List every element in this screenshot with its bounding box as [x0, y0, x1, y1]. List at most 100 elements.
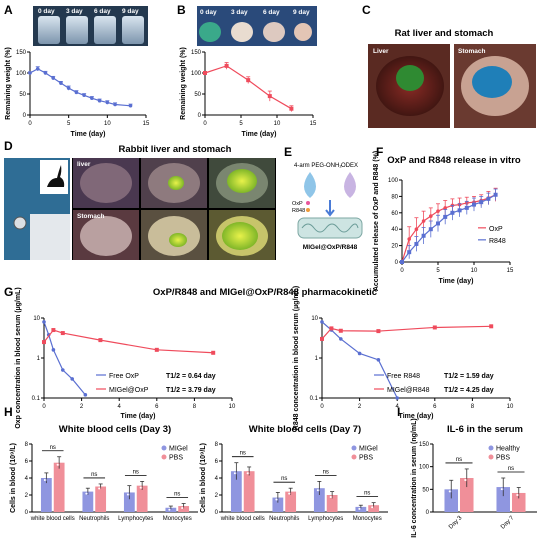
chart-title: IL-6 in the serum [447, 424, 523, 435]
rabbit-liver-label: liver [77, 161, 91, 168]
replicate-point [97, 486, 101, 491]
category-label: Monocytes [353, 516, 382, 522]
data-point [450, 210, 455, 215]
panel-h: H White blood cells (Day 3) 0 2 4 6 8 Cells in… [4, 405, 388, 522]
bar [123, 492, 135, 512]
replicate-point [84, 492, 88, 496]
y-axis-label: Cells in blood (10⁹/L) [200, 443, 207, 513]
chart-f: OxP and R848 release in vitro 0 20 40 60 80 10… [373, 151, 521, 291]
chart-g-oxp: 0.1 1 10 0 2 4 6 8 10 Time (day) Oxp concentration… [15, 287, 236, 428]
half-life-label: T1/2 = 3.79 day [166, 387, 216, 394]
surgery-glove [30, 214, 70, 260]
data-point [42, 320, 46, 324]
data-point [113, 102, 117, 107]
bar [40, 478, 52, 512]
y-tick-label: 2 [215, 493, 219, 499]
y-tick-label: 50 [19, 92, 26, 98]
rat-stomach-gel [472, 66, 512, 98]
replicate-point [316, 488, 320, 492]
panel-c: C Rat liver and stomach Liver Stomach [362, 3, 536, 128]
data-point [51, 348, 56, 352]
data-point [443, 206, 448, 210]
series-line [321, 325, 492, 340]
bar [82, 491, 94, 512]
r848-dot-icon [306, 208, 310, 212]
x-tick-label: 15 [143, 121, 150, 127]
x-tick-label: 6 [155, 404, 159, 410]
rabbit-endoscopy-photos: liver Stomach [72, 158, 276, 260]
rabbit-icon [47, 165, 65, 187]
bar [95, 486, 107, 512]
x-tick-label: 4 [396, 404, 400, 410]
significance-label: ns [91, 472, 97, 478]
data-point [376, 358, 381, 362]
data-point [320, 336, 324, 341]
data-point [70, 377, 74, 381]
data-point [61, 368, 65, 372]
legend-label: MIGel@OxP [109, 387, 149, 394]
y-tick-label: 2 [25, 493, 29, 499]
legend-label: MIGel [359, 446, 378, 453]
replicate-point [370, 505, 374, 509]
rat-stomach-photo: Stomach [454, 44, 536, 128]
panel-label-c: C [362, 3, 371, 17]
data-point [154, 347, 159, 352]
y-tick-label: 100 [388, 178, 399, 184]
bar [230, 471, 242, 512]
replicate-point [287, 492, 291, 496]
panel-label-e: E [284, 145, 292, 159]
data-point [329, 326, 334, 331]
data-point [400, 260, 404, 264]
x-axis-label: Time (day) [242, 131, 277, 138]
legend-swatch [161, 454, 167, 460]
x-axis-label: Time (day) [71, 131, 106, 138]
x-tick-label: 10 [471, 268, 478, 274]
legend-label: PBS [359, 455, 373, 462]
panel-b: B 0 day 3 day 6 day 9 day 0 50 100 150 0 5 10 1… [177, 3, 317, 138]
y-tick-label: 150 [16, 50, 27, 56]
data-point [464, 205, 469, 210]
y-tick-label: 4 [215, 476, 219, 482]
y-tick-label: 100 [419, 465, 430, 471]
reagent-odex: ODEX [341, 163, 358, 169]
data-point [203, 71, 207, 75]
vial-day6 [94, 16, 116, 44]
significance-label: ns [364, 491, 370, 497]
data-point [357, 351, 362, 356]
data-point [128, 103, 133, 108]
hydrogel-day9 [294, 23, 312, 41]
bar [368, 505, 380, 512]
y-axis-label: R848 concentration in blood serum (µg/mL… [293, 286, 300, 430]
series-line [204, 65, 292, 110]
stomach-frame-1-tissue [80, 216, 132, 256]
y-tick-label: 8 [25, 442, 29, 448]
bar [272, 497, 284, 512]
data-point [414, 241, 419, 246]
y-tick-label: 0.1 [32, 396, 41, 402]
data-point [429, 214, 433, 218]
arrow-down-icon [325, 200, 335, 217]
data-point [74, 90, 79, 95]
category-label: white blood cells [220, 516, 265, 522]
x-axis-label: Time (day) [399, 413, 434, 420]
data-point [320, 320, 324, 324]
replicate-point [180, 506, 184, 510]
data-point [457, 208, 462, 213]
significance-label: ns [323, 469, 329, 475]
bar [326, 495, 338, 512]
x-axis-label: Time (day) [439, 278, 474, 285]
x-tick-label: 10 [104, 121, 111, 127]
legend-label: Free R848 [387, 373, 420, 380]
y-tick-label: 0.1 [310, 396, 319, 402]
y-tick-label: 0 [25, 510, 29, 516]
x-tick-label: 2 [358, 404, 362, 410]
vial-day3 [66, 16, 88, 44]
data-point [486, 196, 491, 201]
data-point [60, 331, 65, 336]
significance-label: ns [281, 476, 287, 482]
drug-oxp-label: OxP [292, 201, 303, 207]
hydrogel-label-0: 0 day [200, 9, 217, 16]
panel-label-g: G [4, 285, 13, 299]
vial-label-3: 9 day [122, 8, 139, 15]
vial-label-0: 0 day [38, 8, 55, 15]
